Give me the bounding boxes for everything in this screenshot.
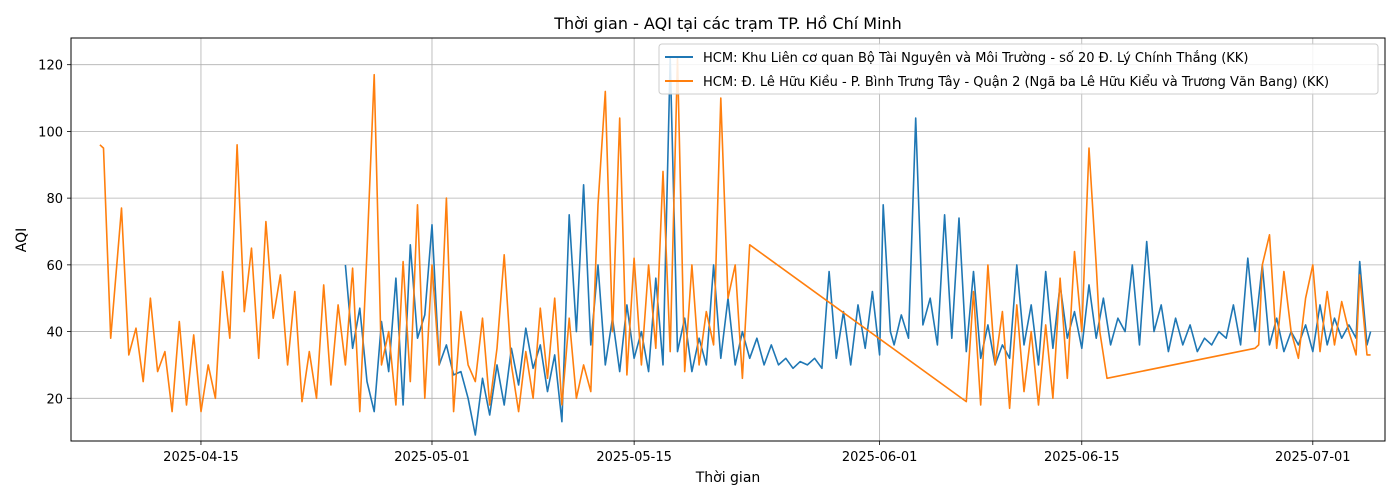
series-layer bbox=[99, 57, 1372, 436]
x-tick-label: 2025-05-15 bbox=[596, 450, 672, 465]
y-axis-label: AQI bbox=[14, 228, 30, 252]
x-tick-label: 2025-07-01 bbox=[1275, 450, 1351, 465]
x-tick-label: 2025-06-15 bbox=[1044, 450, 1120, 465]
y-tick-label: 40 bbox=[46, 326, 63, 341]
plot-frame bbox=[70, 37, 1386, 442]
x-tick-label: 2025-06-01 bbox=[842, 450, 918, 465]
grid-lines bbox=[71, 38, 1385, 441]
y-tick-label: 80 bbox=[46, 192, 63, 207]
legend-label-series-2: HCM: Đ. Lê Hữu Kiều - P. Bình Trưng Tây … bbox=[703, 75, 1329, 90]
series-line-2 bbox=[99, 57, 1371, 413]
legend-label-series-1: HCM: Khu Liên cơ quan Bộ Tài Nguyên và M… bbox=[703, 51, 1248, 66]
y-axis-ticks: 20 40 60 80 100 120 bbox=[38, 59, 71, 407]
y-tick-label: 120 bbox=[38, 59, 63, 74]
legend: HCM: Khu Liên cơ quan Bộ Tài Nguyên và M… bbox=[658, 43, 1379, 95]
x-tick-label: 2025-04-15 bbox=[163, 450, 239, 465]
series-line-1 bbox=[344, 57, 1372, 436]
x-axis-ticks: 2025-04-15 2025-05-01 2025-05-15 2025-06-01… bbox=[163, 441, 1351, 465]
legend-box bbox=[658, 43, 1379, 95]
y-tick-label: 100 bbox=[38, 125, 63, 140]
x-axis-label: Thời gian bbox=[695, 470, 761, 486]
y-tick-label: 60 bbox=[46, 259, 63, 274]
y-tick-label: 20 bbox=[46, 392, 63, 407]
chart-title: Thời gian - AQI tại các trạm TP. Hồ Chí … bbox=[553, 14, 902, 33]
x-tick-label: 2025-05-01 bbox=[394, 450, 470, 465]
